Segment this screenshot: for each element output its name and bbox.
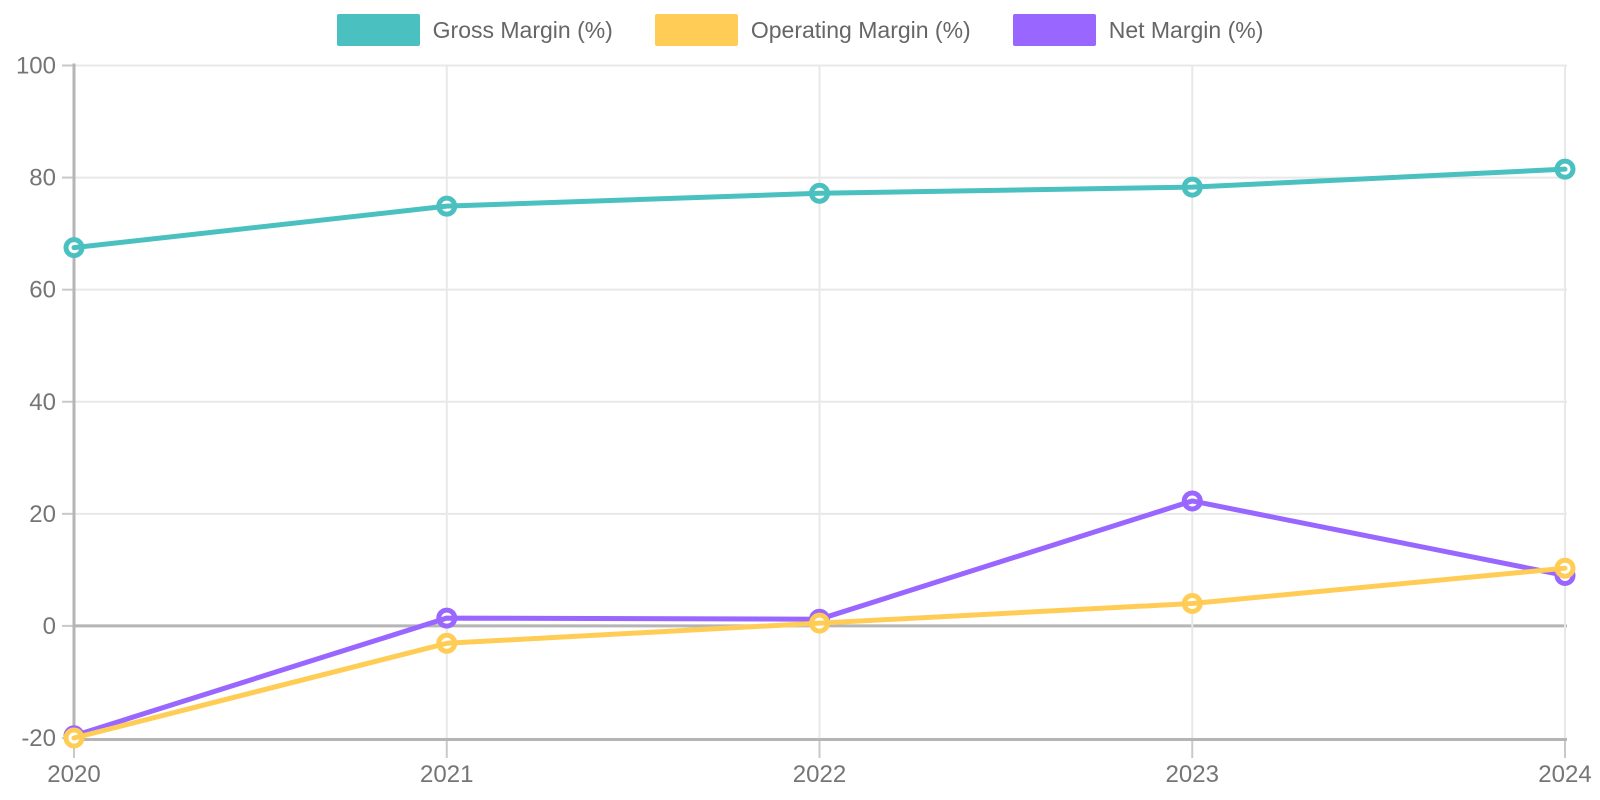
legend-item-gross-margin[interactable]: Gross Margin (%) <box>336 14 613 46</box>
series-gross-margin[interactable] <box>63 158 1576 259</box>
series-line-gross-margin <box>71 166 1568 251</box>
y-axis-tick-label: 60 <box>29 277 56 304</box>
x-axis-tick-label: 2020 <box>47 761 100 788</box>
legend-label-net-margin: Net Margin (%) <box>1108 16 1264 43</box>
y-axis-tick-label: 0 <box>43 613 56 640</box>
x-axis-tick-label: 2023 <box>1166 761 1219 788</box>
legend-swatch-net-margin <box>1012 14 1096 46</box>
x-axis-tick-label: 2022 <box>793 761 846 788</box>
legend-label-operating-margin: Operating Margin (%) <box>750 16 971 43</box>
x-axis-tick-label: 2024 <box>1538 761 1591 788</box>
x-axis-tick-label: 2021 <box>420 761 473 788</box>
legend-item-net-margin[interactable]: Net Margin (%) <box>1012 14 1264 46</box>
y-axis-tick-label: 80 <box>29 165 56 192</box>
series-line-operating-margin <box>71 565 1568 741</box>
chart-legend: Gross Margin (%) Operating Margin (%) Net … <box>0 14 1600 46</box>
y-axis-tick-label: 20 <box>29 501 56 528</box>
legend-item-operating-margin[interactable]: Operating Margin (%) <box>654 14 971 46</box>
series-operating-margin[interactable] <box>63 557 1576 749</box>
legend-label-gross-margin: Gross Margin (%) <box>432 16 613 43</box>
y-axis-tick-label: -20 <box>21 725 56 752</box>
y-axis-tick-label: 100 <box>16 53 56 80</box>
legend-swatch-gross-margin <box>336 14 420 46</box>
legend-swatch-operating-margin <box>654 14 738 46</box>
y-axis-tick-label: 40 <box>29 389 56 416</box>
